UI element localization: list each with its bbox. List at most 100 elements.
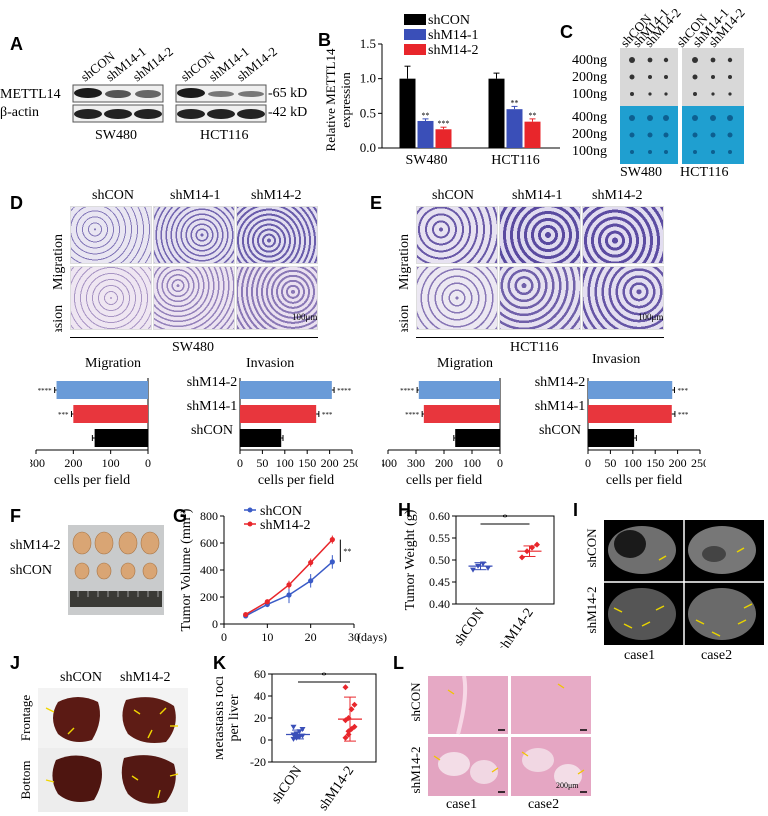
micrograph: [236, 206, 318, 264]
y-axis-label: Tumor Weight (g): [403, 509, 418, 610]
legend-swatch: [404, 29, 426, 40]
panel-letter-j: J: [10, 653, 21, 673]
data-point: [519, 554, 525, 561]
chart-g: 0 200 400 600 800 0 10 20 30(days) Tumor Volume (…: [179, 504, 387, 644]
row-labels: Migration Invasion: [51, 234, 66, 332]
panel-letter-k: K: [213, 653, 226, 673]
cell-line-label: HCT116: [510, 340, 559, 355]
bar: [56, 381, 148, 399]
y-tick-label: 1.5: [360, 36, 376, 51]
x-tick-label: SW480: [406, 153, 448, 168]
legend-marker: [247, 507, 253, 513]
plot-frame: [455, 515, 555, 605]
x-tick-label: 250: [691, 456, 706, 470]
row-label-migration: Migration: [397, 234, 412, 290]
bar: [423, 405, 500, 423]
y-tick-label: 1.0: [360, 71, 376, 86]
case-label: case1: [624, 648, 656, 663]
x-tick-label: shM14-2: [316, 764, 357, 812]
row-label-invasion: Invasion: [397, 305, 412, 332]
x-tick-label: shM14-2: [495, 606, 536, 648]
significance-mark: ***: [58, 411, 69, 419]
row-label: Frontage: [18, 695, 33, 741]
panel-letter-c: C: [560, 22, 573, 42]
x-tick-label: 0: [237, 456, 243, 470]
dotblot-lane-labels: shCON shM14-1 shM14-2 shCON shM14-1 shM1…: [617, 5, 748, 50]
cell-line-label: SW480: [172, 340, 214, 355]
data-point: [290, 724, 297, 730]
bar-category-label: shCON: [190, 423, 233, 438]
significance-mark: *: [503, 513, 508, 524]
x-tick-label: 300: [407, 456, 425, 470]
bar: [435, 129, 452, 148]
significance-mark: ***: [677, 387, 688, 395]
dotblot-image: [620, 48, 744, 164]
x-tick-label: 0: [585, 456, 591, 470]
y-axis-label: Relative METTL14expression: [323, 48, 353, 151]
y-tick-label: 200: [200, 590, 218, 604]
col-label: shM14-2: [592, 188, 643, 203]
chart-e-invasion: *** *** 0 50 100 150 200 250 cells per field: [585, 378, 706, 488]
micrograph: [236, 266, 318, 330]
panel-letter-b: B: [318, 30, 331, 50]
mri-images: [604, 520, 764, 645]
x-tick-label: 100: [624, 456, 642, 470]
row-label: shM14-2: [584, 587, 599, 634]
cell-line-label: SW480: [95, 128, 137, 143]
col-label: shCON: [92, 188, 135, 203]
y-tick-label: 60: [254, 667, 266, 681]
micrograph: [153, 206, 235, 264]
panel-letter-f: F: [10, 506, 21, 526]
protein-label-actin: β-actin: [0, 105, 39, 120]
row-label: Bottom: [18, 760, 33, 799]
x-tick-label: 100: [463, 456, 481, 470]
data-point: [534, 541, 540, 548]
col-label: shM14-2: [120, 670, 171, 685]
row-label: shCON: [408, 682, 423, 722]
x-tick-label: 200: [64, 456, 82, 470]
data-point: [329, 559, 335, 565]
amount-label: 100ng: [572, 144, 607, 159]
bar: [73, 405, 148, 423]
x-tick-label: 200: [435, 456, 453, 470]
amount-label: 400ng: [572, 110, 607, 125]
bar-category-label: shM14-1: [186, 399, 238, 414]
panel-letter-a: A: [10, 34, 23, 54]
data-point: [351, 701, 358, 708]
x-tick-label: 0: [221, 630, 227, 644]
micrograph: [70, 206, 152, 264]
significance-mark: *: [322, 671, 327, 682]
col-label: shCON: [432, 188, 475, 203]
x-tick-label: 30: [348, 630, 360, 644]
significance-mark: ****: [400, 387, 415, 395]
y-tick-label: 40: [254, 689, 266, 703]
data-point: [308, 578, 314, 584]
divider-line: [70, 337, 318, 338]
x-tick-label: 50: [256, 456, 268, 470]
x-tick-label: 100: [276, 456, 294, 470]
scale-bar-label: 100μm: [292, 312, 318, 322]
data-point: [308, 559, 314, 566]
row-label: shM14-2: [408, 747, 423, 794]
bar-category-label: shM14-1: [534, 399, 586, 414]
data-point: [470, 567, 476, 573]
bar: [418, 381, 500, 399]
significance-mark: ****: [405, 411, 420, 419]
col-label: shM14-1: [512, 188, 563, 203]
amount-label: 100ng: [572, 87, 607, 102]
x-tick-label: 0: [497, 456, 503, 470]
col-label: shCON: [60, 670, 103, 685]
legend-label: shM14-2: [428, 43, 479, 58]
data-point: [299, 727, 306, 732]
x-tick-label: 200: [321, 456, 339, 470]
row-label: shCON: [10, 563, 53, 578]
y-tick-label: 0.40: [429, 597, 450, 611]
y-axis-label: Tumor Volume (mm³): [179, 508, 194, 631]
panel-letter-h: H: [398, 500, 411, 520]
tumor-photo: [68, 525, 164, 615]
legend-swatch: [404, 44, 426, 55]
x-tick-label: 10: [261, 630, 273, 644]
y-tick-label: 0.50: [429, 553, 450, 567]
data-point: [348, 706, 355, 713]
x-axis-label: cells per field: [54, 473, 130, 488]
